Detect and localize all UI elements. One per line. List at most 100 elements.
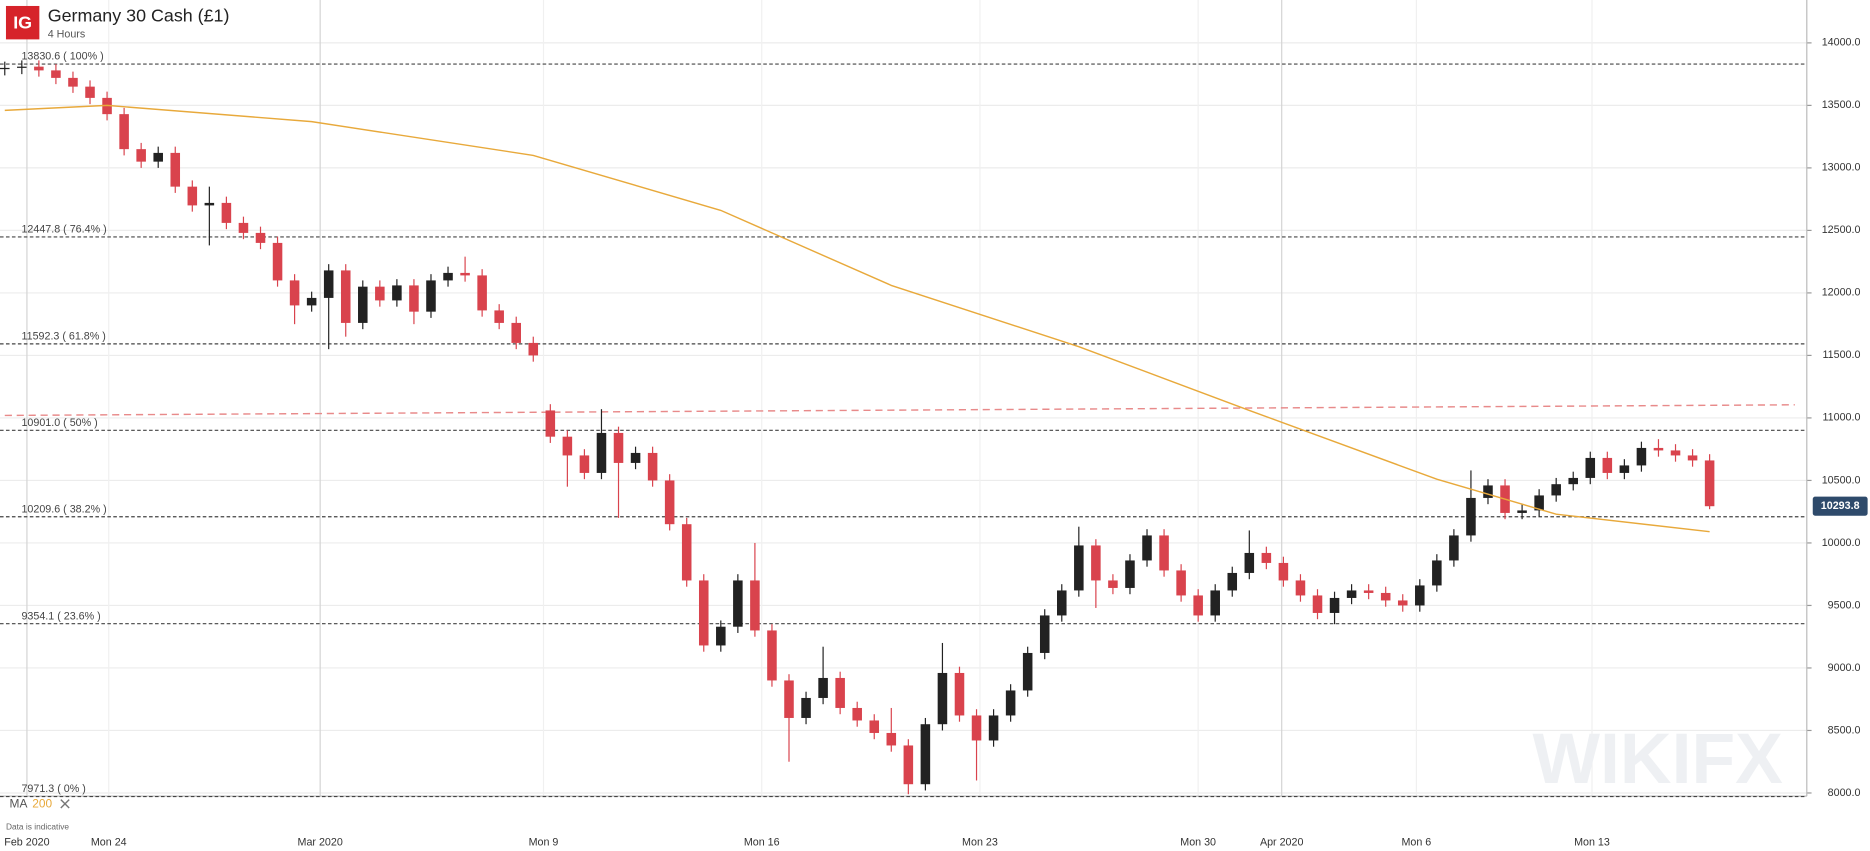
price-tag (1812, 496, 1868, 516)
candle-body (716, 626, 726, 646)
candle-body (920, 724, 931, 785)
candle-body (136, 149, 146, 162)
x-tick-label: Mon 30 (1180, 836, 1216, 848)
candle-body (204, 202, 215, 206)
y-tick-label: 10000.0 (1822, 537, 1861, 549)
candle-body (1397, 600, 1408, 606)
candle-body (1551, 484, 1561, 496)
candle-body (340, 270, 351, 323)
candle-body (392, 285, 402, 301)
candle-body (426, 280, 436, 312)
candle-body (1108, 580, 1118, 588)
candle-body (1568, 477, 1578, 485)
candle-body (1295, 580, 1306, 596)
candle-body (1329, 597, 1340, 613)
candle-body (477, 275, 487, 311)
candle-body (289, 280, 300, 306)
plot: 10293.8 (0, 60, 1868, 795)
y-tick-label: 13000.0 (1822, 162, 1861, 174)
logo: IG (13, 13, 32, 33)
candle-body (1636, 447, 1647, 466)
candle-body (272, 242, 283, 281)
x-tick-label: Mon 6 (1401, 836, 1431, 848)
candle-body (1244, 552, 1255, 573)
candle-body (375, 286, 385, 301)
candle-body (852, 707, 862, 721)
candle-body (1159, 535, 1169, 571)
candle-body (1074, 545, 1084, 591)
candle-body (647, 452, 658, 481)
candle-body (630, 452, 641, 463)
fib-label: 10901.0 ( 50% ) (21, 417, 97, 429)
candle-body (733, 580, 743, 627)
candle-body (596, 432, 607, 473)
candle-body (1091, 545, 1101, 581)
candle-body (51, 70, 61, 78)
y-tick-label: 9500.0 (1828, 599, 1861, 611)
candle-body (528, 342, 539, 356)
candle-body (68, 77, 78, 87)
candle-body (1466, 497, 1476, 536)
candle-body (1039, 615, 1050, 653)
candle-body (1125, 560, 1135, 588)
fib-label: 11592.3 ( 61.8% ) (21, 331, 105, 343)
candle-body (1534, 495, 1544, 511)
ma-remove[interactable] (60, 799, 70, 809)
candle-body (1602, 457, 1613, 473)
candle-body (1278, 562, 1289, 581)
candle-body (238, 222, 249, 233)
fib-label: 9354.1 ( 23.6% ) (21, 610, 100, 622)
note: Data is indicative (6, 821, 69, 831)
candle-body (170, 152, 181, 187)
candle-body (17, 66, 27, 68)
candle-body (187, 186, 198, 206)
candle-body (545, 410, 556, 437)
price-tag-label: 10293.8 (1821, 500, 1860, 512)
y-tick-label: 8500.0 (1828, 724, 1861, 736)
candle-body (784, 680, 794, 718)
moving-average (4, 104, 1710, 533)
candle-body (443, 272, 453, 281)
candle-body (1227, 572, 1238, 591)
candle-body (358, 286, 368, 323)
y-tick-label: 11500.0 (1823, 349, 1861, 361)
candle-body (903, 745, 914, 785)
candle-body (1687, 455, 1698, 461)
candle-body (1193, 595, 1203, 616)
fib-label: 12447.8 ( 76.4% ) (21, 224, 106, 236)
candle-body (988, 715, 999, 741)
candle-body (954, 672, 965, 716)
x-tick-label: Mon 24 (91, 836, 127, 848)
candle-body (750, 580, 760, 631)
candle-body (255, 232, 266, 243)
candle-body (1312, 595, 1323, 613)
y-tick-label: 10500.0 (1822, 474, 1861, 486)
candle-body (1585, 457, 1596, 478)
x-tick-label: Mon 9 (529, 836, 559, 848)
candle-body (1176, 570, 1186, 596)
candle-body (801, 697, 811, 718)
candle-body (0, 67, 10, 70)
trendline (4, 404, 1795, 417)
candle-body (767, 630, 777, 681)
candle-body (494, 310, 504, 323)
fib-label: 13830.6 ( 100% ) (21, 51, 103, 63)
candle-body (1363, 590, 1374, 593)
fib-label: 7971.3 ( 0% ) (21, 783, 85, 795)
candle-body (1619, 465, 1630, 473)
ma-period: 200 (32, 797, 52, 811)
candle-body (119, 114, 129, 150)
candle-body (323, 270, 334, 298)
candle-body (306, 297, 317, 306)
candle-body (869, 720, 880, 733)
candle-body (1670, 450, 1681, 456)
x-tick-label: Apr 2020 (1260, 836, 1304, 848)
fib-label: 10209.6 ( 38.2% ) (21, 503, 106, 515)
candle-body (886, 732, 897, 746)
candle-body (664, 480, 675, 525)
y-tick-label: 13500.0 (1822, 99, 1861, 111)
y-tick-label: 11000.0 (1823, 412, 1861, 424)
candle-body (1022, 652, 1033, 691)
candle-body (818, 677, 828, 698)
